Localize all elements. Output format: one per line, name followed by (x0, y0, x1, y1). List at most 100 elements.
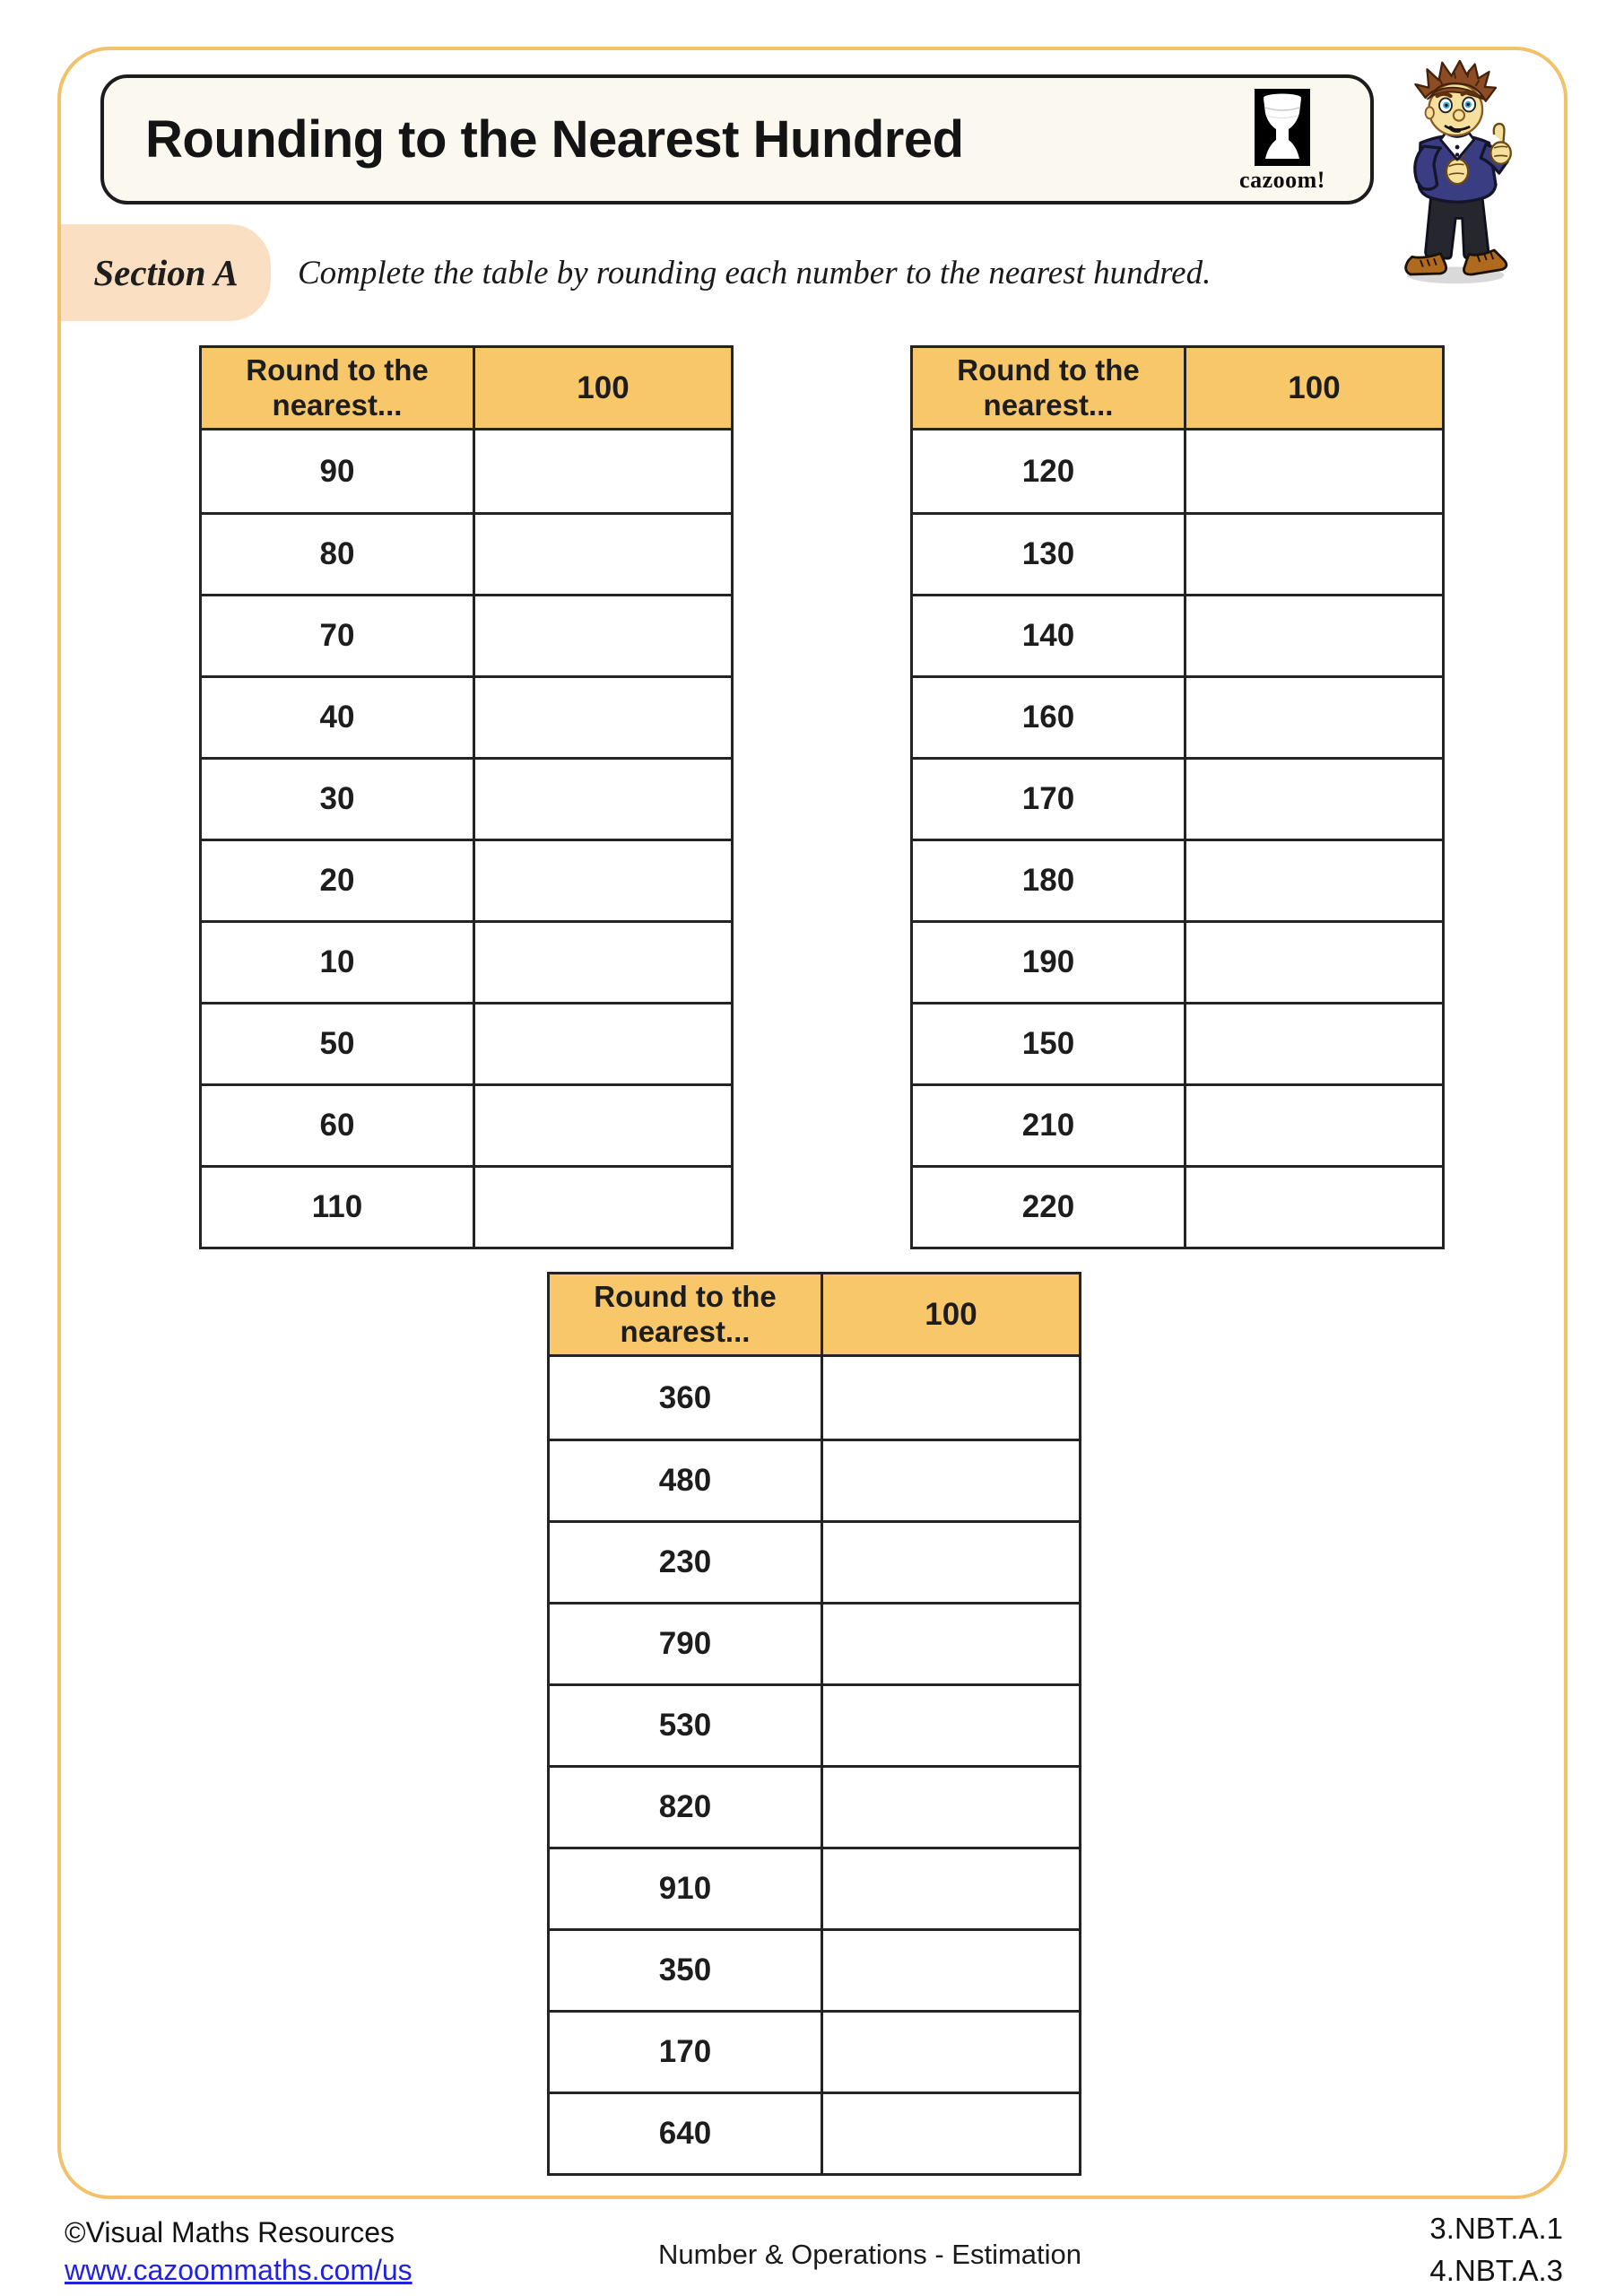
section-a-badge: Section A (61, 224, 271, 321)
number-cell: 140 (913, 596, 1186, 675)
table-row: 350 (550, 1928, 1079, 2010)
number-cell: 170 (913, 760, 1186, 839)
answer-cell (1186, 1168, 1442, 1247)
answer-cell (823, 1357, 1079, 1439)
answer-cell (475, 841, 731, 920)
number-cell: 360 (550, 1357, 823, 1439)
table-row: 160 (913, 675, 1442, 757)
answer-cell (1186, 515, 1442, 594)
number-cell: 230 (550, 1523, 823, 1602)
cazoom-logo: cazoom! (1221, 89, 1343, 194)
answer-cell (1186, 760, 1442, 839)
number-cell: 160 (913, 678, 1186, 757)
answer-cell (1186, 596, 1442, 675)
table-header-100: 100 (577, 370, 630, 405)
table-row: 150 (913, 1002, 1442, 1083)
table-row: 80 (202, 512, 731, 594)
section-a-label: Section A (93, 252, 239, 293)
number-cell: 640 (550, 2094, 823, 2173)
table-row: 30 (202, 757, 731, 839)
answer-cell (475, 678, 731, 757)
number-cell: 530 (550, 1686, 823, 1765)
answer-cell (823, 1523, 1079, 1602)
number-cell: 910 (550, 1849, 823, 1928)
answer-cell (823, 2013, 1079, 2092)
answer-cell (475, 923, 731, 1002)
number-cell: 90 (202, 430, 475, 512)
number-cell: 80 (202, 515, 475, 594)
table-row: 70 (202, 594, 731, 675)
number-cell: 180 (913, 841, 1186, 920)
rounding-table-2: Round to the nearest... 100 120 130 140 160… (910, 345, 1445, 1249)
answer-cell (475, 515, 731, 594)
djembe-drum-icon (1255, 89, 1310, 166)
table-row: 130 (913, 512, 1442, 594)
table-row: 40 (202, 675, 731, 757)
number-cell: 20 (202, 841, 475, 920)
table-row: 170 (913, 757, 1442, 839)
table-header-row: Round to the nearest... 100 (913, 348, 1442, 430)
table-row: 50 (202, 1002, 731, 1083)
answer-cell (1186, 1004, 1442, 1083)
number-cell: 70 (202, 596, 475, 675)
table-header-100: 100 (925, 1296, 977, 1332)
number-cell: 790 (550, 1605, 823, 1683)
table-header-row: Round to the nearest... 100 (202, 348, 731, 430)
table-row: 90 (202, 430, 731, 512)
table-row: 110 (202, 1165, 731, 1247)
number-cell: 40 (202, 678, 475, 757)
table-row: 360 (550, 1357, 1079, 1439)
answer-cell (1186, 1086, 1442, 1165)
worksheet-title: Rounding to the Nearest Hundred (145, 110, 964, 169)
answer-cell (475, 1086, 731, 1165)
answer-cell (1186, 923, 1442, 1002)
table-row: 530 (550, 1683, 1079, 1765)
number-cell: 110 (202, 1168, 475, 1247)
number-cell: 190 (913, 923, 1186, 1002)
student-boy-illustration (1404, 59, 1512, 284)
answer-cell (823, 1686, 1079, 1765)
table-row: 230 (550, 1520, 1079, 1602)
table-row: 820 (550, 1765, 1079, 1847)
standard-code: 3.NBT.A.1 (1429, 2212, 1563, 2245)
table-row: 210 (913, 1083, 1442, 1165)
table-row: 120 (913, 430, 1442, 512)
answer-cell (1186, 678, 1442, 757)
table-row: 60 (202, 1083, 731, 1165)
number-cell: 130 (913, 515, 1186, 594)
table-row: 910 (550, 1847, 1079, 1928)
answer-cell (823, 1931, 1079, 2010)
number-cell: 820 (550, 1768, 823, 1847)
answer-cell (823, 1849, 1079, 1928)
answer-cell (475, 1004, 731, 1083)
answer-cell (475, 430, 731, 512)
table-row: 480 (550, 1439, 1079, 1520)
number-cell: 210 (913, 1086, 1186, 1165)
answer-cell (1186, 841, 1442, 920)
footer-left: ©Visual Maths Resources www.cazoommaths.… (65, 2213, 413, 2289)
answer-cell (475, 1168, 731, 1247)
table-row: 220 (913, 1165, 1442, 1247)
number-cell: 350 (550, 1931, 823, 2010)
number-cell: 10 (202, 923, 475, 1002)
standard-code: 4.NBT.A.3 (1429, 2253, 1563, 2287)
answer-cell (475, 596, 731, 675)
table-row: 180 (913, 839, 1442, 920)
answer-cell (823, 2094, 1079, 2173)
answer-cell (1186, 430, 1442, 512)
table-row: 10 (202, 920, 731, 1002)
number-cell: 170 (550, 2013, 823, 2092)
table-row: 20 (202, 839, 731, 920)
cazoom-brand-label: cazoom! (1239, 167, 1325, 193)
footer-topic: Number & Operations - Estimation (657, 2239, 1082, 2270)
website-link[interactable]: www.cazoommaths.com/us (65, 2254, 413, 2287)
answer-cell (823, 1441, 1079, 1520)
number-cell: 50 (202, 1004, 475, 1083)
number-cell: 60 (202, 1086, 475, 1165)
page-border (57, 47, 1568, 2199)
answer-cell (823, 1605, 1079, 1683)
table-row: 170 (550, 2010, 1079, 2092)
number-cell: 30 (202, 760, 475, 839)
number-cell: 220 (913, 1168, 1186, 1247)
standards-codes: 3.NBT.A.1 4.NBT.A.3 (1429, 2208, 1563, 2292)
